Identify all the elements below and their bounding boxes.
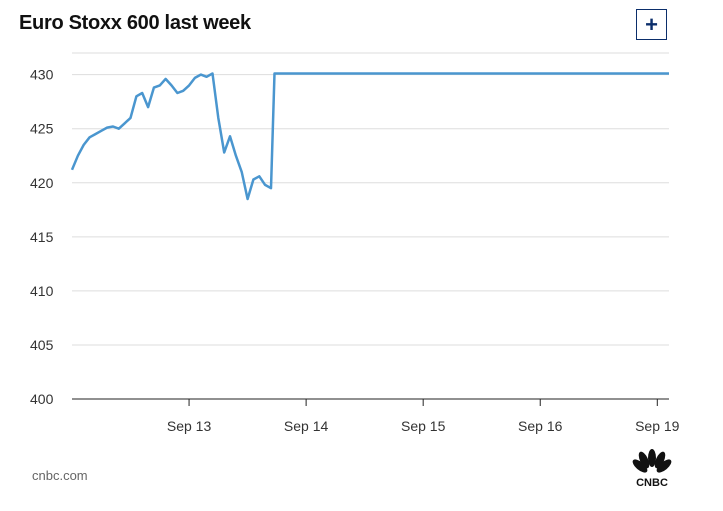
- expand-button[interactable]: +: [636, 9, 667, 40]
- x-tick-label: Sep 13: [167, 418, 212, 434]
- source-label: cnbc.com: [32, 468, 88, 483]
- y-tick-label: 420: [30, 175, 54, 191]
- series-line: [70, 72, 669, 201]
- y-tick-label: 415: [30, 229, 54, 245]
- y-tick-label: 425: [30, 121, 54, 137]
- y-tick-label: 430: [30, 67, 54, 83]
- y-axis-ticks: 400 405 410 415 420 425 430: [30, 67, 54, 407]
- x-tick-label: Sep 19: [635, 418, 680, 434]
- x-tick-label: Sep 14: [284, 418, 329, 434]
- chart-title: Euro Stoxx 600 last week: [19, 12, 251, 34]
- y-tick-label: 405: [30, 337, 54, 353]
- chart-grid: [72, 52, 669, 346]
- y-tick-label: 400: [30, 391, 54, 407]
- x-tick-label: Sep 16: [518, 418, 563, 434]
- x-tick-label: Sep 15: [401, 418, 446, 434]
- x-axis-ticks: Sep 13 Sep 14 Sep 15 Sep 16 Sep 19: [167, 399, 680, 434]
- y-tick-label: 410: [30, 283, 54, 299]
- cnbc-peacock-icon: CNBC: [632, 449, 672, 488]
- logo-text: CNBC: [636, 477, 668, 488]
